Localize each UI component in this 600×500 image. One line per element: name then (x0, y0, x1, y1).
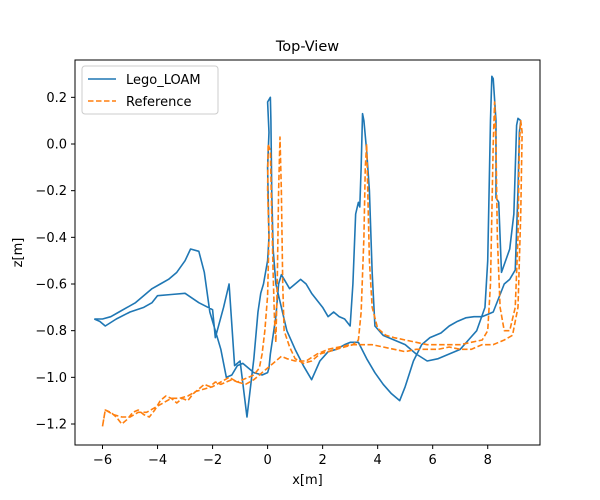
legend-label-lego-loam: Lego_LOAM (126, 73, 201, 88)
y-tick-label: 0.2 (46, 91, 67, 106)
x-tick-label: 0 (263, 453, 271, 468)
y-axis-label: z[m] (11, 238, 26, 268)
legend: Lego_LOAM Reference (81, 65, 219, 115)
x-tick-label: 2 (318, 453, 326, 468)
y-axis-ticks: −1.2 −1.0 −0.8 −0.6 −0.4 −0.2 0.0 0.2 (35, 91, 75, 433)
legend-box (81, 65, 219, 115)
y-tick-label: −0.6 (35, 278, 67, 293)
axes-frame (74, 59, 541, 446)
x-tick-label: 6 (429, 453, 437, 468)
chart-title: Top-View (275, 39, 339, 55)
y-tick-label: −1.2 (35, 418, 67, 433)
y-tick-label: −0.4 (35, 231, 67, 246)
x-axis-label: x[m] (292, 473, 323, 488)
x-tick-label: −2 (203, 453, 222, 468)
plot-area (74, 59, 541, 446)
y-tick-label: −0.8 (35, 324, 67, 339)
y-tick-label: −0.2 (35, 184, 67, 199)
y-tick-label: −1.0 (35, 371, 67, 386)
series-layer (93, 75, 523, 427)
y-tick-label: 0.0 (46, 138, 67, 153)
x-tick-label: 4 (374, 453, 382, 468)
x-tick-label: −4 (148, 453, 167, 468)
x-axis-ticks: −6 −4 −2 0 2 4 6 8 (93, 445, 492, 468)
x-tick-label: −6 (93, 453, 112, 468)
x-tick-label: 8 (484, 453, 492, 468)
legend-label-reference: Reference (126, 95, 191, 110)
series-line-reference (101, 101, 523, 427)
